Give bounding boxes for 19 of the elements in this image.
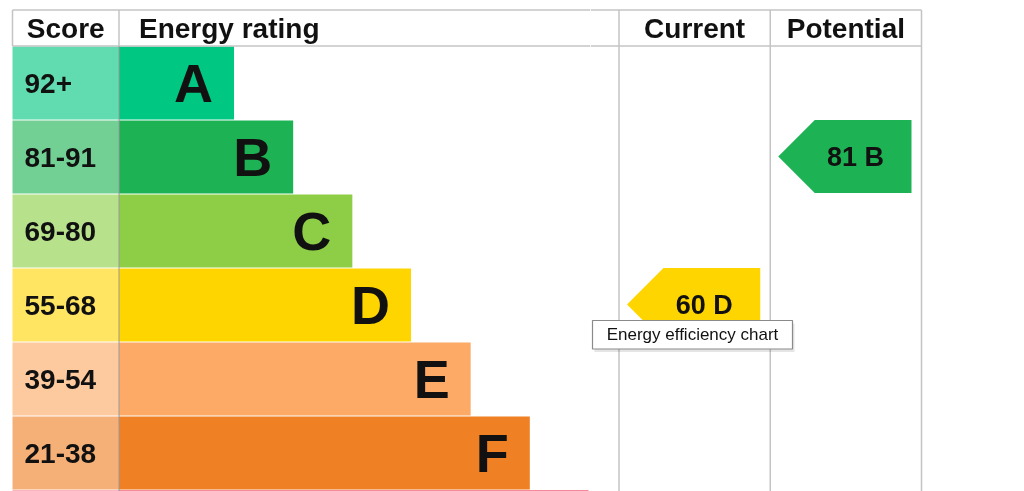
text: Energy efficiency chart — [606, 325, 779, 345]
y-tick-label: 21-38 — [24, 437, 97, 469]
annotation: B — [233, 127, 273, 187]
y-tick-label: 69-80 — [24, 215, 97, 247]
annotation: C — [292, 201, 332, 261]
y-axis-title: Score — [26, 12, 105, 44]
annotation: D — [351, 275, 391, 335]
annotation: E — [413, 349, 450, 409]
y-tick-label: 92+ — [24, 67, 72, 99]
y-tick-label: 81-91 — [24, 141, 97, 173]
data-label: 81 B — [827, 141, 885, 172]
annotation: F — [475, 423, 509, 483]
x-tick-label: Current — [644, 12, 746, 44]
x-axis-title: Energy rating — [139, 12, 320, 44]
y-tick-label: 39-54 — [24, 363, 97, 395]
annotation: A — [174, 53, 214, 113]
data-label: 60 D — [675, 289, 733, 320]
y-tick-label: 55-68 — [24, 289, 97, 321]
x-tick-label: Potential — [786, 12, 905, 44]
